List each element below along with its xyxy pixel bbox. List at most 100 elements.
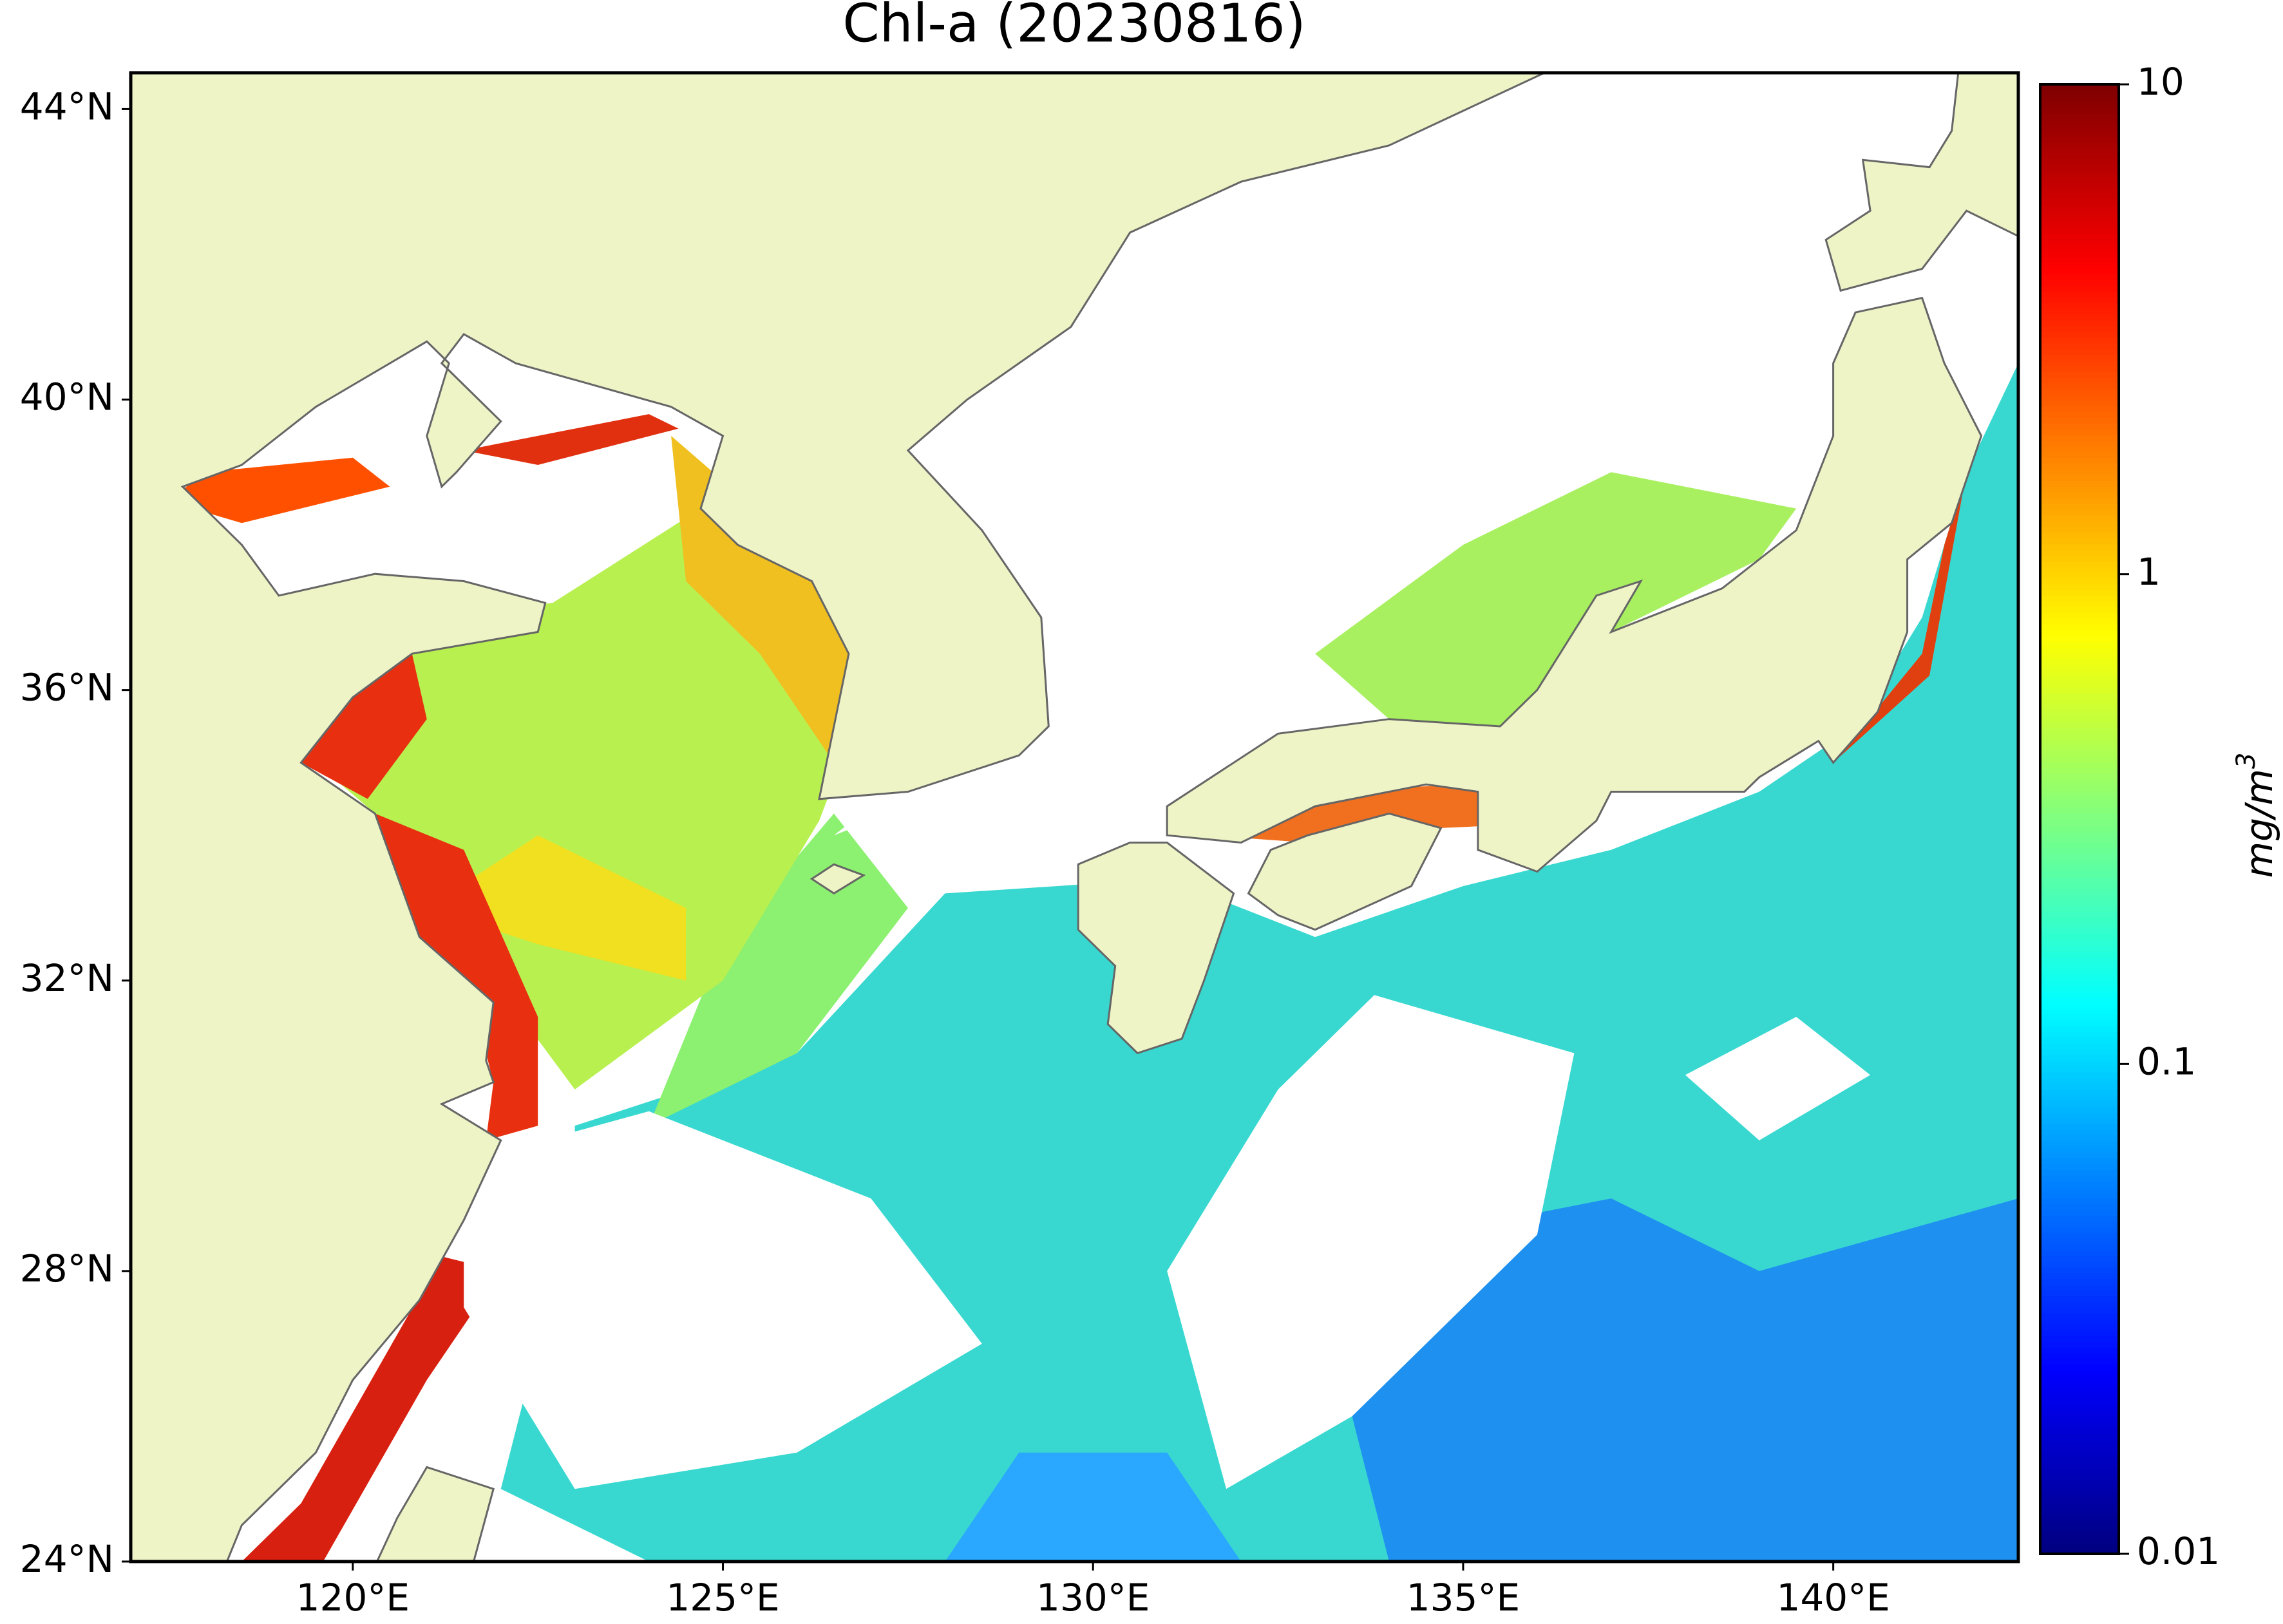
colorbar-swatch (2040, 721, 2119, 728)
colorbar-swatch (2040, 480, 2119, 487)
colorbar-swatch (2040, 211, 2119, 218)
y-tick-label: 40°N (20, 375, 114, 419)
colorbar-swatch (2040, 1094, 2119, 1101)
colorbar-swatch (2040, 1088, 2119, 1095)
colorbar-frame (2039, 83, 2120, 1555)
colorbar-swatch (2040, 601, 2119, 608)
colorbar-swatch (2040, 945, 2119, 952)
colorbar-swatch (2040, 187, 2119, 194)
colorbar-swatch (2040, 744, 2119, 751)
colorbar-swatch (2040, 469, 2119, 476)
chl-field (1833, 472, 1967, 763)
colorbar-swatch (2040, 802, 2119, 809)
colorbar-swatch (2040, 819, 2119, 826)
y-tick-label: 28°N (20, 1247, 114, 1290)
colorbar-swatch (2040, 446, 2119, 453)
colorbar-swatch (2040, 951, 2119, 958)
colorbar-swatch (2040, 308, 2119, 315)
no-data (1685, 1017, 1871, 1140)
colorbar-swatch (2040, 1393, 2119, 1400)
colorbar-swatch (2040, 176, 2119, 183)
y-tick-label: 24°N (20, 1537, 114, 1581)
colorbar-swatch (2040, 1289, 2119, 1296)
land (810, 863, 866, 895)
colorbar-swatch (2040, 704, 2119, 711)
colorbar-swatch (2040, 1439, 2119, 1446)
colorbar-swatch (2040, 1204, 2119, 1211)
colorbar-swatch (2040, 750, 2119, 757)
colorbar-swatch (2040, 182, 2119, 189)
chart-title: Chl-a (20230816) (842, 0, 1305, 54)
colorbar-swatch (2040, 1421, 2119, 1428)
colorbar-swatch (2040, 538, 2119, 545)
map-layer (131, 73, 2018, 1562)
colorbar-swatch (2040, 1215, 2119, 1222)
colorbar-swatch (2040, 365, 2119, 372)
colorbar-swatch (2040, 1014, 2119, 1021)
colorbar-swatch (2040, 371, 2119, 378)
colorbar-swatch (2040, 612, 2119, 619)
colorbar-swatch (2040, 761, 2119, 768)
colorbar-swatch (2040, 515, 2119, 522)
colorbar: 0.01 0.1 1 10 (2039, 60, 2220, 1573)
colorbar-swatch (2040, 422, 2119, 430)
colorbar-swatch (2040, 560, 2119, 567)
colorbar-swatch (2040, 343, 2119, 350)
colorbar-swatch (2040, 1163, 2119, 1170)
colorbar-swatch (2040, 1330, 2119, 1337)
y-tick-label: 44°N (20, 84, 114, 128)
colorbar-swatch (2040, 1404, 2119, 1412)
plot-frame (129, 71, 2020, 1563)
colorbar-swatch (2040, 170, 2119, 177)
colorbar-swatch (2040, 199, 2119, 206)
colorbar-swatch (2040, 773, 2119, 780)
colorbar-swatch (2040, 451, 2119, 458)
colorbar-swatch (2040, 348, 2119, 355)
colorbar-swatch (2040, 1267, 2119, 1274)
colorbar-swatch (2040, 641, 2119, 648)
colorbar-swatch (2040, 842, 2119, 849)
chl-field (464, 414, 679, 465)
colorbar-swatch (2040, 767, 2119, 774)
land (131, 73, 1546, 1562)
colorbar-swatch (2040, 302, 2119, 309)
colorbar-swatch (2040, 997, 2119, 1004)
colorbar-swatch (2040, 142, 2119, 149)
colorbar-swatch (2040, 882, 2119, 889)
colorbar-swatch (2040, 526, 2119, 533)
colorbar-swatch (2040, 1502, 2119, 1509)
colorbar-swatch (2040, 1054, 2119, 1061)
colorbar-swatch (2040, 1255, 2119, 1262)
colorbar-swatch (2040, 543, 2119, 551)
chl-field (167, 457, 390, 524)
colorbar-swatch (2040, 686, 2119, 694)
no-data (833, 326, 1316, 836)
colorbar-swatch (2040, 607, 2119, 614)
colorbar-swatch (2040, 428, 2119, 435)
colorbar-swatch (2040, 1301, 2119, 1308)
colorbar-swatch (2040, 503, 2119, 510)
colorbar-swatch (2040, 589, 2119, 596)
colorbar-swatch (2040, 124, 2119, 131)
colorbar-swatch (2040, 916, 2119, 923)
colorbar-swatch (2040, 1542, 2119, 1549)
colorbar-swatch (2040, 1312, 2119, 1319)
colorbar-swatch (2040, 382, 2119, 390)
colorbar-swatch (2040, 939, 2119, 947)
colorbar-swatch (2040, 1450, 2119, 1457)
colorbar-swatch (2040, 1358, 2119, 1365)
colorbar-label-base: mg/m (2237, 769, 2281, 878)
colorbar-swatch (2040, 871, 2119, 878)
colorbar-swatch (2040, 1261, 2119, 1268)
colorbar-swatch (2040, 193, 2119, 200)
x-tick-label: 125°E (666, 1576, 779, 1619)
colorbar-swatch (2040, 578, 2119, 585)
colorbar-swatch (2040, 290, 2119, 297)
colorbar-swatch (2040, 1416, 2119, 1422)
colorbar-label-sup: 3 (2231, 753, 2261, 769)
x-tick-label: 120°E (296, 1576, 410, 1619)
colorbar-swatch (2040, 1375, 2119, 1383)
colorbar-swatch (2040, 153, 2119, 160)
colorbar-swatch (2040, 836, 2119, 843)
